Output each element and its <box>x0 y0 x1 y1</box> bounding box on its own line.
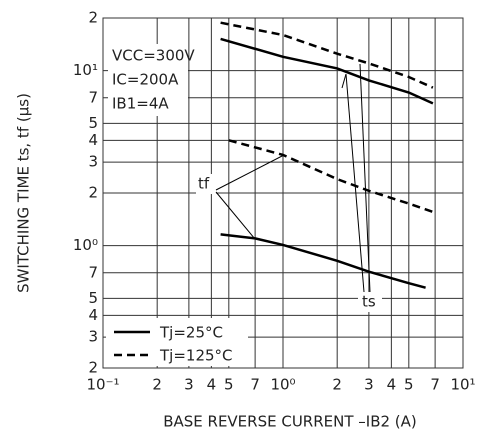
y-tick-label: 3 <box>88 153 98 171</box>
x-tick-label: 4 <box>207 376 217 394</box>
y-tick-label: 7 <box>88 88 98 106</box>
pointer <box>215 154 285 191</box>
y-tick-label: 2 <box>88 359 98 377</box>
x-tick-label: 5 <box>404 376 414 394</box>
x-tick-label: 3 <box>184 376 194 394</box>
x-tick-label: 10¹ <box>450 376 475 394</box>
x-tick-label: 7 <box>430 376 440 394</box>
annotation-bg <box>358 292 382 312</box>
annotation-bg <box>108 44 188 116</box>
legend-label: Tj=25°C <box>159 324 223 342</box>
curve <box>228 139 434 214</box>
annotation: VCC=300V <box>112 47 195 65</box>
x-tick-label: 5 <box>224 376 234 394</box>
annotation-bg <box>196 174 216 194</box>
grid <box>102 17 464 369</box>
pointer <box>345 73 365 293</box>
x-tick-label: 4 <box>387 376 397 394</box>
x-tick-label: 3 <box>364 376 374 394</box>
legend <box>106 318 248 366</box>
annotation: ts <box>362 293 376 311</box>
y-tick-label: 10⁰ <box>73 236 98 254</box>
legend-label: Tj=125°C <box>159 347 233 365</box>
x-axis-label: BASE REVERSE CURRENT –IB2 (A) <box>163 413 417 431</box>
x-tick-label: 10⁻¹ <box>86 376 119 394</box>
pointer <box>341 73 347 89</box>
x-tick-label: 7 <box>250 376 260 394</box>
y-tick-label: 7 <box>88 263 98 281</box>
pointer <box>215 191 256 240</box>
x-tick-label: 10⁰ <box>270 376 295 394</box>
y-axis-label: SWITCHING TIME ts, tf (µs) <box>15 93 33 293</box>
curve <box>220 21 434 89</box>
pointer <box>359 63 371 293</box>
y-tick-label: 3 <box>88 328 98 346</box>
y-tick-label: 10¹ <box>73 61 98 79</box>
annotation: tf <box>198 175 210 193</box>
y-tick-label: 2 <box>88 9 98 27</box>
curve <box>220 37 434 105</box>
x-tick-label: 2 <box>152 376 162 394</box>
y-tick-label: 4 <box>88 131 98 149</box>
annotation: IB1=4A <box>112 95 169 113</box>
y-tick-label: 5 <box>88 114 98 132</box>
x-tick-label: 2 <box>332 376 342 394</box>
plot-frame <box>102 17 464 369</box>
curve <box>220 233 426 289</box>
curves <box>220 21 434 289</box>
y-tick-label: 4 <box>88 306 98 324</box>
annotation: IC=200A <box>112 71 179 89</box>
y-tick-label: 5 <box>88 289 98 307</box>
y-tick-label: 2 <box>88 184 98 202</box>
